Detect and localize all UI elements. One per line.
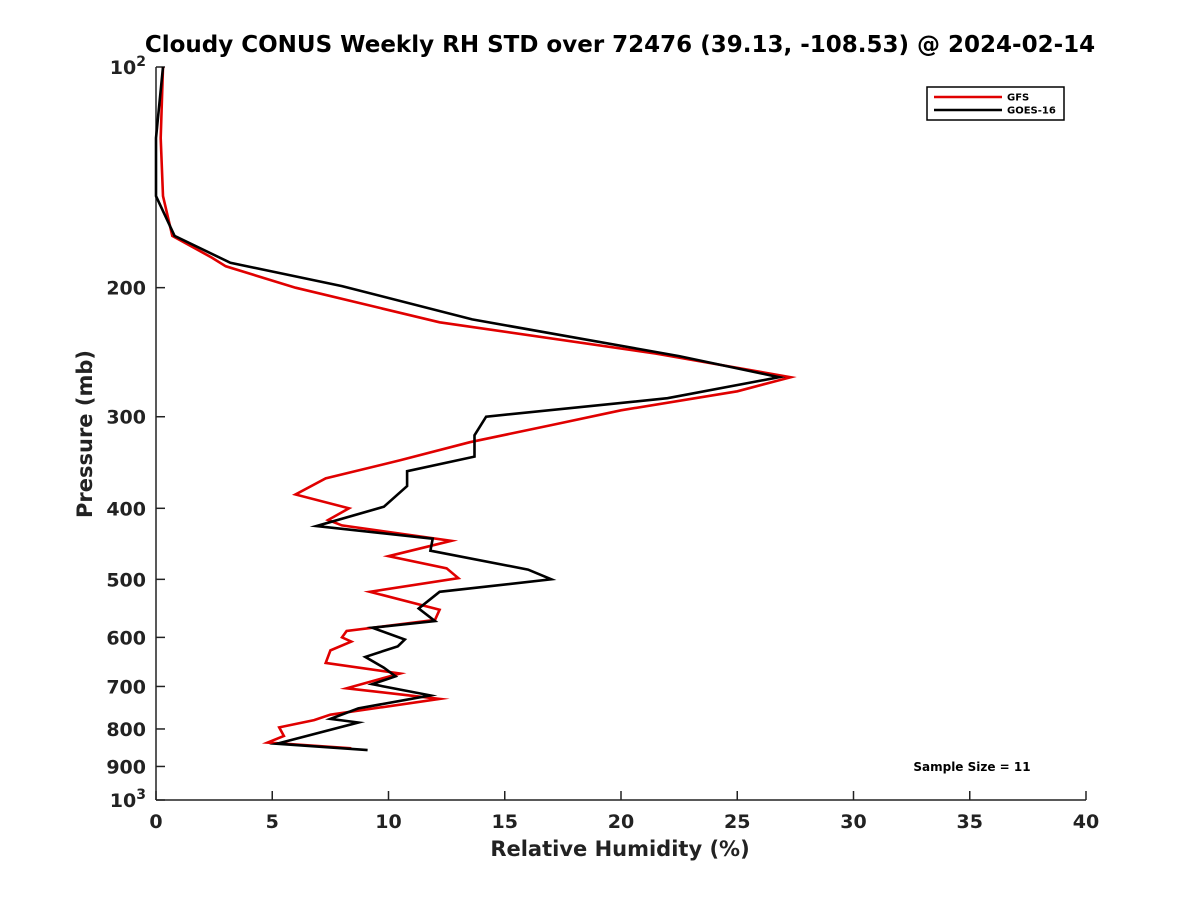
y-tick-label: 500 xyxy=(106,569,146,591)
y-tick-label: 800 xyxy=(106,719,146,741)
x-tick-label: 5 xyxy=(266,811,279,833)
y-tick-label: 102 xyxy=(110,54,146,79)
legend-label-goes16: GOES-16 xyxy=(1007,106,1056,117)
y-tick-label: 400 xyxy=(106,498,146,520)
y-axis-ticks: 102 200 300 400 500 600 700 800 900 103 xyxy=(106,54,165,812)
sample-size-annotation: Sample Size = 11 xyxy=(913,760,1030,774)
series-layer xyxy=(154,66,797,752)
y-tick-label: 300 xyxy=(106,407,146,429)
y-tick-label: 103 xyxy=(110,787,146,812)
x-tick-label: 30 xyxy=(840,811,866,833)
x-tick-label: 25 xyxy=(724,811,750,833)
series-line-gfs xyxy=(159,66,797,750)
y-tick-label: 900 xyxy=(106,756,146,778)
x-tick-label: 40 xyxy=(1073,811,1099,833)
x-tick-label: 10 xyxy=(375,811,401,833)
x-tick-label: 0 xyxy=(149,811,162,833)
x-tick-label: 15 xyxy=(492,811,518,833)
legend-label-gfs: GFS xyxy=(1007,93,1029,104)
x-tick-label: 20 xyxy=(608,811,634,833)
legend-box xyxy=(926,86,1065,121)
legend: GFS GOES-16 xyxy=(926,86,1065,121)
y-axis-label: Pressure (mb) xyxy=(73,350,97,518)
x-axis-ticks: 0 5 10 15 20 25 30 35 40 xyxy=(149,791,1099,833)
y-tick-label: 600 xyxy=(106,627,146,649)
y-tick-label: 700 xyxy=(106,676,146,698)
x-tick-label: 35 xyxy=(957,811,983,833)
series-line-goes16 xyxy=(154,66,786,752)
x-axis-label: Relative Humidity (%) xyxy=(490,837,749,861)
plot-area: 0 5 10 15 20 25 30 35 40 102 200 300 400 500 600 700 80… xyxy=(106,54,1099,833)
chart-title: Cloudy CONUS Weekly RH STD over 72476 (3… xyxy=(145,32,1095,58)
y-tick-label: 200 xyxy=(106,278,146,300)
